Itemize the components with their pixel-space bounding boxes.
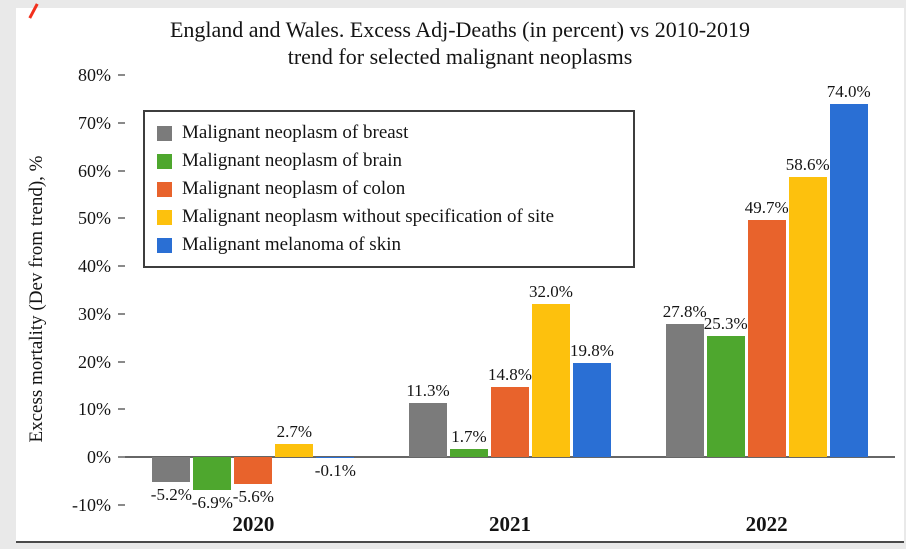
x-axis-label-2022: 2022 — [745, 512, 788, 536]
x-axis-label-2021: 2021 — [488, 512, 531, 536]
bar-value-label: -6.9% — [191, 493, 233, 513]
bar-value-label: -5.6% — [232, 486, 274, 506]
y-tick-label: 10% — [78, 399, 111, 420]
y-tick-label: 30% — [78, 303, 111, 324]
y-tick-mark — [118, 217, 125, 220]
legend-swatch-icon — [157, 237, 172, 253]
plot-area: -5.2% -6.9% -5.6% 2.7% -0.1% 11.3% 1.7% 14.8% 32… — [125, 75, 895, 512]
legend-item: Malignant neoplasm of breast — [157, 119, 621, 147]
y-tick-label: 20% — [78, 351, 111, 372]
bar-2020-series-1 — [193, 457, 232, 491]
bar-value-label: -5.2% — [150, 485, 192, 505]
y-tick-label: 60% — [78, 160, 111, 181]
y-tick-label: 0% — [87, 447, 111, 468]
bar-value-label: 27.8% — [662, 302, 707, 322]
legend: Malignant neoplasm of breast Malignant ne… — [143, 110, 635, 268]
chart-title-line1: England and Wales. Excess Adj-Deaths (in… — [169, 17, 751, 42]
bar-value-label: 32.0% — [529, 282, 573, 302]
bar-2020-series-3 — [275, 444, 314, 458]
legend-item: Malignant melanoma of skin — [157, 231, 621, 259]
legend-label: Malignant neoplasm of brain — [182, 150, 403, 171]
bar-value-label: 19.8% — [570, 340, 614, 360]
legend-swatch-icon — [157, 181, 172, 197]
chart-canvas: England and Wales. Excess Adj-Deaths (in… — [16, 8, 904, 543]
bar-2022-series-2 — [747, 219, 786, 458]
bar-2020-series-2 — [234, 457, 273, 484]
y-tick-mark — [118, 169, 125, 172]
y-tick-mark — [118, 408, 125, 411]
bar-2022-series-4 — [829, 103, 868, 458]
bar-2021-series-3 — [532, 304, 570, 458]
chart-title: England and Wales. Excess Adj-Deaths (in… — [16, 16, 904, 70]
legend-swatch-icon — [157, 209, 172, 225]
y-tick-mark — [118, 456, 125, 459]
bar-value-label: -0.1% — [314, 461, 356, 481]
x-axis-label-2020: 2020 — [232, 512, 275, 536]
bar-2021-series-2 — [491, 386, 529, 458]
bar-value-label: 74.0% — [826, 81, 871, 101]
x-axis-labels: 2020 2021 2022 — [125, 512, 895, 540]
y-tick-label: -10% — [72, 495, 111, 515]
y-tick-mark — [118, 74, 125, 76]
y-tick-label: 40% — [78, 256, 111, 277]
bar-value-label: 14.8% — [488, 364, 532, 384]
y-tick-mark — [118, 504, 125, 506]
bar-value-label: 2.7% — [276, 422, 313, 442]
y-axis-tick-labels: 80% 70% 60% 50% 40% 30% 20% 10% 0% -10% — [16, 65, 125, 515]
legend-item: Malignant neoplasm without specification… — [157, 203, 621, 231]
bar-value-label: 25.3% — [703, 314, 748, 334]
bar-2021-series-1 — [450, 449, 488, 458]
bar-value-label: 49.7% — [744, 197, 789, 217]
zero-axis-line — [125, 456, 895, 459]
y-tick-mark — [118, 360, 125, 363]
legend-label: Malignant neoplasm of breast — [182, 122, 409, 143]
bar-value-label: 1.7% — [451, 427, 487, 447]
bar-2022-series-3 — [788, 177, 827, 458]
y-tick-mark — [118, 121, 125, 124]
bar-2020-series-0 — [152, 457, 191, 483]
y-tick-mark — [118, 312, 125, 315]
chart-title-line2: trend for selected malignant neoplasms — [287, 44, 633, 69]
bar-2020-series-4 — [316, 457, 355, 459]
legend-label: Malignant melanoma of skin — [182, 234, 401, 255]
bar-2022-series-0 — [665, 324, 704, 458]
bar-value-label: 58.6% — [785, 155, 830, 175]
y-tick-label: 80% — [78, 65, 111, 85]
legend-swatch-icon — [157, 125, 172, 141]
legend-swatch-icon — [157, 153, 172, 169]
legend-item: Malignant neoplasm of colon — [157, 175, 621, 203]
y-tick-mark — [118, 265, 125, 268]
y-tick-label: 50% — [78, 208, 111, 229]
y-tick-label: 70% — [78, 112, 111, 133]
bar-2021-series-4 — [573, 362, 611, 458]
bar-2021-series-0 — [409, 403, 447, 458]
legend-label: Malignant neoplasm without specification… — [182, 206, 555, 227]
legend-item: Malignant neoplasm of brain — [157, 147, 621, 175]
bar-value-label: 11.3% — [406, 381, 450, 401]
legend-label: Malignant neoplasm of colon — [182, 178, 406, 199]
bar-2022-series-1 — [706, 336, 745, 458]
